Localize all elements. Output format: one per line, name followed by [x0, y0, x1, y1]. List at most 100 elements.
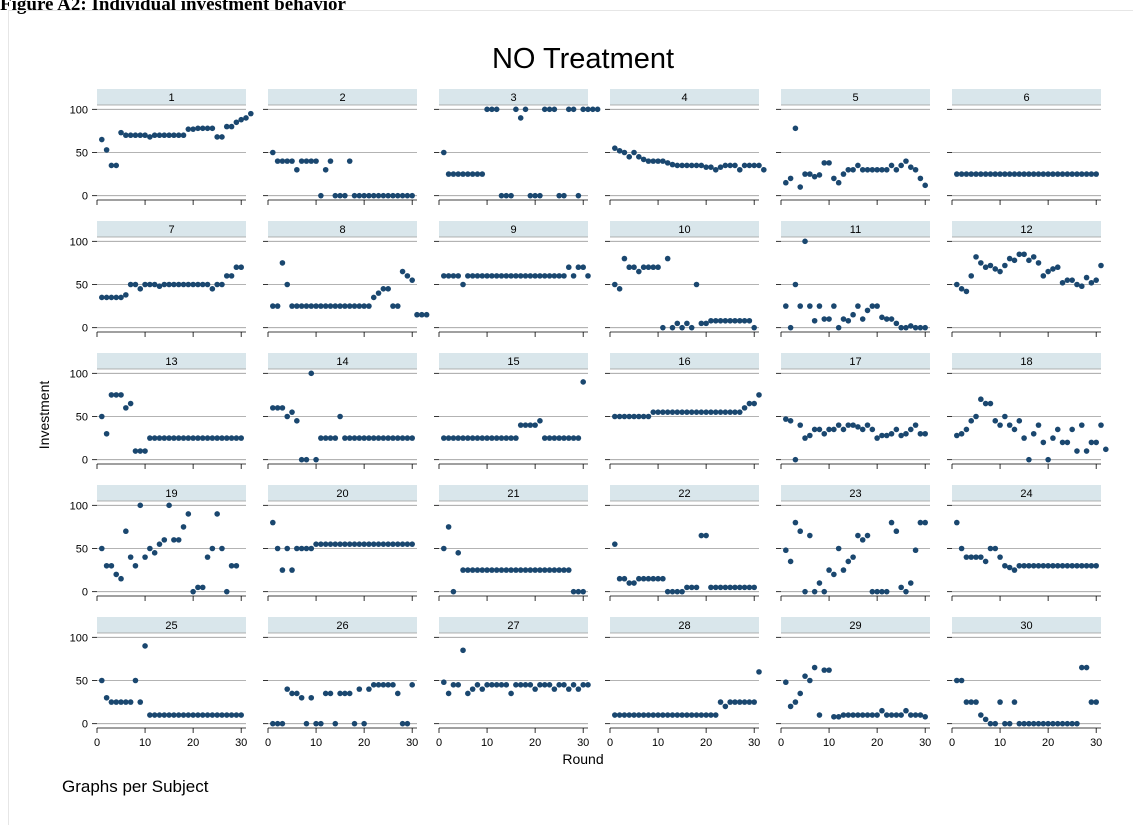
data-point	[1021, 562, 1027, 569]
data-point	[893, 166, 900, 173]
data-point	[270, 519, 276, 526]
data-point	[132, 281, 139, 288]
data-point	[973, 254, 979, 260]
data-point	[484, 273, 490, 279]
data-point	[298, 545, 305, 552]
data-point	[859, 712, 866, 718]
data-point	[746, 699, 753, 705]
y-tick-label: 50	[76, 676, 88, 688]
data-point	[869, 303, 876, 309]
data-point	[746, 400, 753, 407]
data-point	[821, 316, 828, 322]
data-point	[508, 690, 514, 697]
data-point	[903, 588, 909, 595]
data-point	[108, 392, 115, 398]
data-point	[493, 435, 500, 441]
data-point	[460, 435, 466, 441]
y-tick-label: 100	[70, 500, 88, 512]
data-point	[469, 567, 476, 573]
data-point	[103, 294, 110, 301]
y-tick-label: 0	[82, 455, 88, 467]
data-point	[180, 524, 187, 530]
data-point	[274, 158, 281, 164]
data-point	[366, 686, 372, 692]
data-point	[664, 712, 671, 718]
data-point	[337, 303, 343, 309]
data-point	[626, 264, 633, 271]
data-point	[746, 584, 753, 591]
data-point	[284, 158, 291, 164]
panel-5: 5	[776, 89, 930, 205]
data-point	[802, 588, 808, 595]
data-point	[631, 264, 637, 271]
data-point	[1035, 260, 1042, 266]
data-point	[142, 554, 148, 560]
data-point	[922, 430, 928, 437]
data-point	[636, 154, 642, 160]
data-point	[1002, 562, 1008, 569]
data-point	[708, 584, 714, 591]
y-tick-label: 50	[76, 148, 88, 160]
data-point	[370, 682, 377, 688]
data-point	[688, 584, 695, 591]
data-point	[332, 435, 339, 441]
data-point	[883, 316, 890, 322]
data-point	[816, 580, 823, 586]
data-point	[1064, 562, 1071, 569]
data-point	[127, 554, 134, 560]
data-point	[118, 129, 124, 136]
data-point	[797, 422, 804, 428]
y-tick-label: 100	[70, 368, 88, 380]
data-point	[756, 669, 762, 675]
data-point	[274, 545, 281, 552]
data-point	[727, 584, 733, 591]
data-point	[616, 575, 623, 582]
y-tick-label: 100	[70, 104, 88, 116]
data-point	[450, 171, 457, 177]
data-point	[546, 682, 553, 688]
data-point	[99, 294, 105, 301]
panel-10: 10	[605, 221, 759, 337]
data-point	[479, 435, 486, 441]
data-point	[469, 273, 476, 279]
data-point	[460, 281, 466, 288]
x-tick-label: 10	[310, 737, 322, 749]
data-point	[455, 171, 462, 177]
data-point	[698, 320, 705, 327]
data-point	[741, 317, 748, 324]
data-point	[688, 162, 695, 169]
data-point	[845, 166, 852, 173]
data-point	[1016, 562, 1023, 569]
data-point	[298, 456, 305, 463]
data-point	[1006, 422, 1013, 428]
data-point	[493, 567, 500, 573]
data-point	[708, 317, 714, 324]
data-point	[640, 712, 647, 718]
data-point	[1016, 720, 1023, 727]
data-point	[303, 456, 310, 463]
data-point	[698, 712, 705, 718]
data-point	[669, 588, 676, 595]
data-point	[366, 303, 372, 309]
data-point	[722, 409, 729, 415]
data-point	[594, 106, 601, 113]
data-point	[992, 266, 999, 272]
data-point	[541, 567, 548, 573]
data-point	[1011, 257, 1018, 264]
data-point	[751, 584, 757, 591]
data-point	[973, 171, 979, 177]
panel-label: 29	[849, 620, 861, 632]
data-point	[493, 273, 500, 279]
data-point	[727, 317, 733, 324]
data-point	[233, 562, 240, 569]
data-point	[137, 448, 144, 454]
data-point	[684, 584, 690, 591]
panel-strip	[610, 485, 759, 501]
panel-strip	[268, 89, 417, 105]
data-point	[342, 690, 348, 697]
data-point	[113, 699, 120, 705]
data-point	[219, 281, 225, 288]
data-point	[727, 162, 733, 169]
data-point	[674, 588, 681, 595]
data-point	[346, 690, 353, 697]
